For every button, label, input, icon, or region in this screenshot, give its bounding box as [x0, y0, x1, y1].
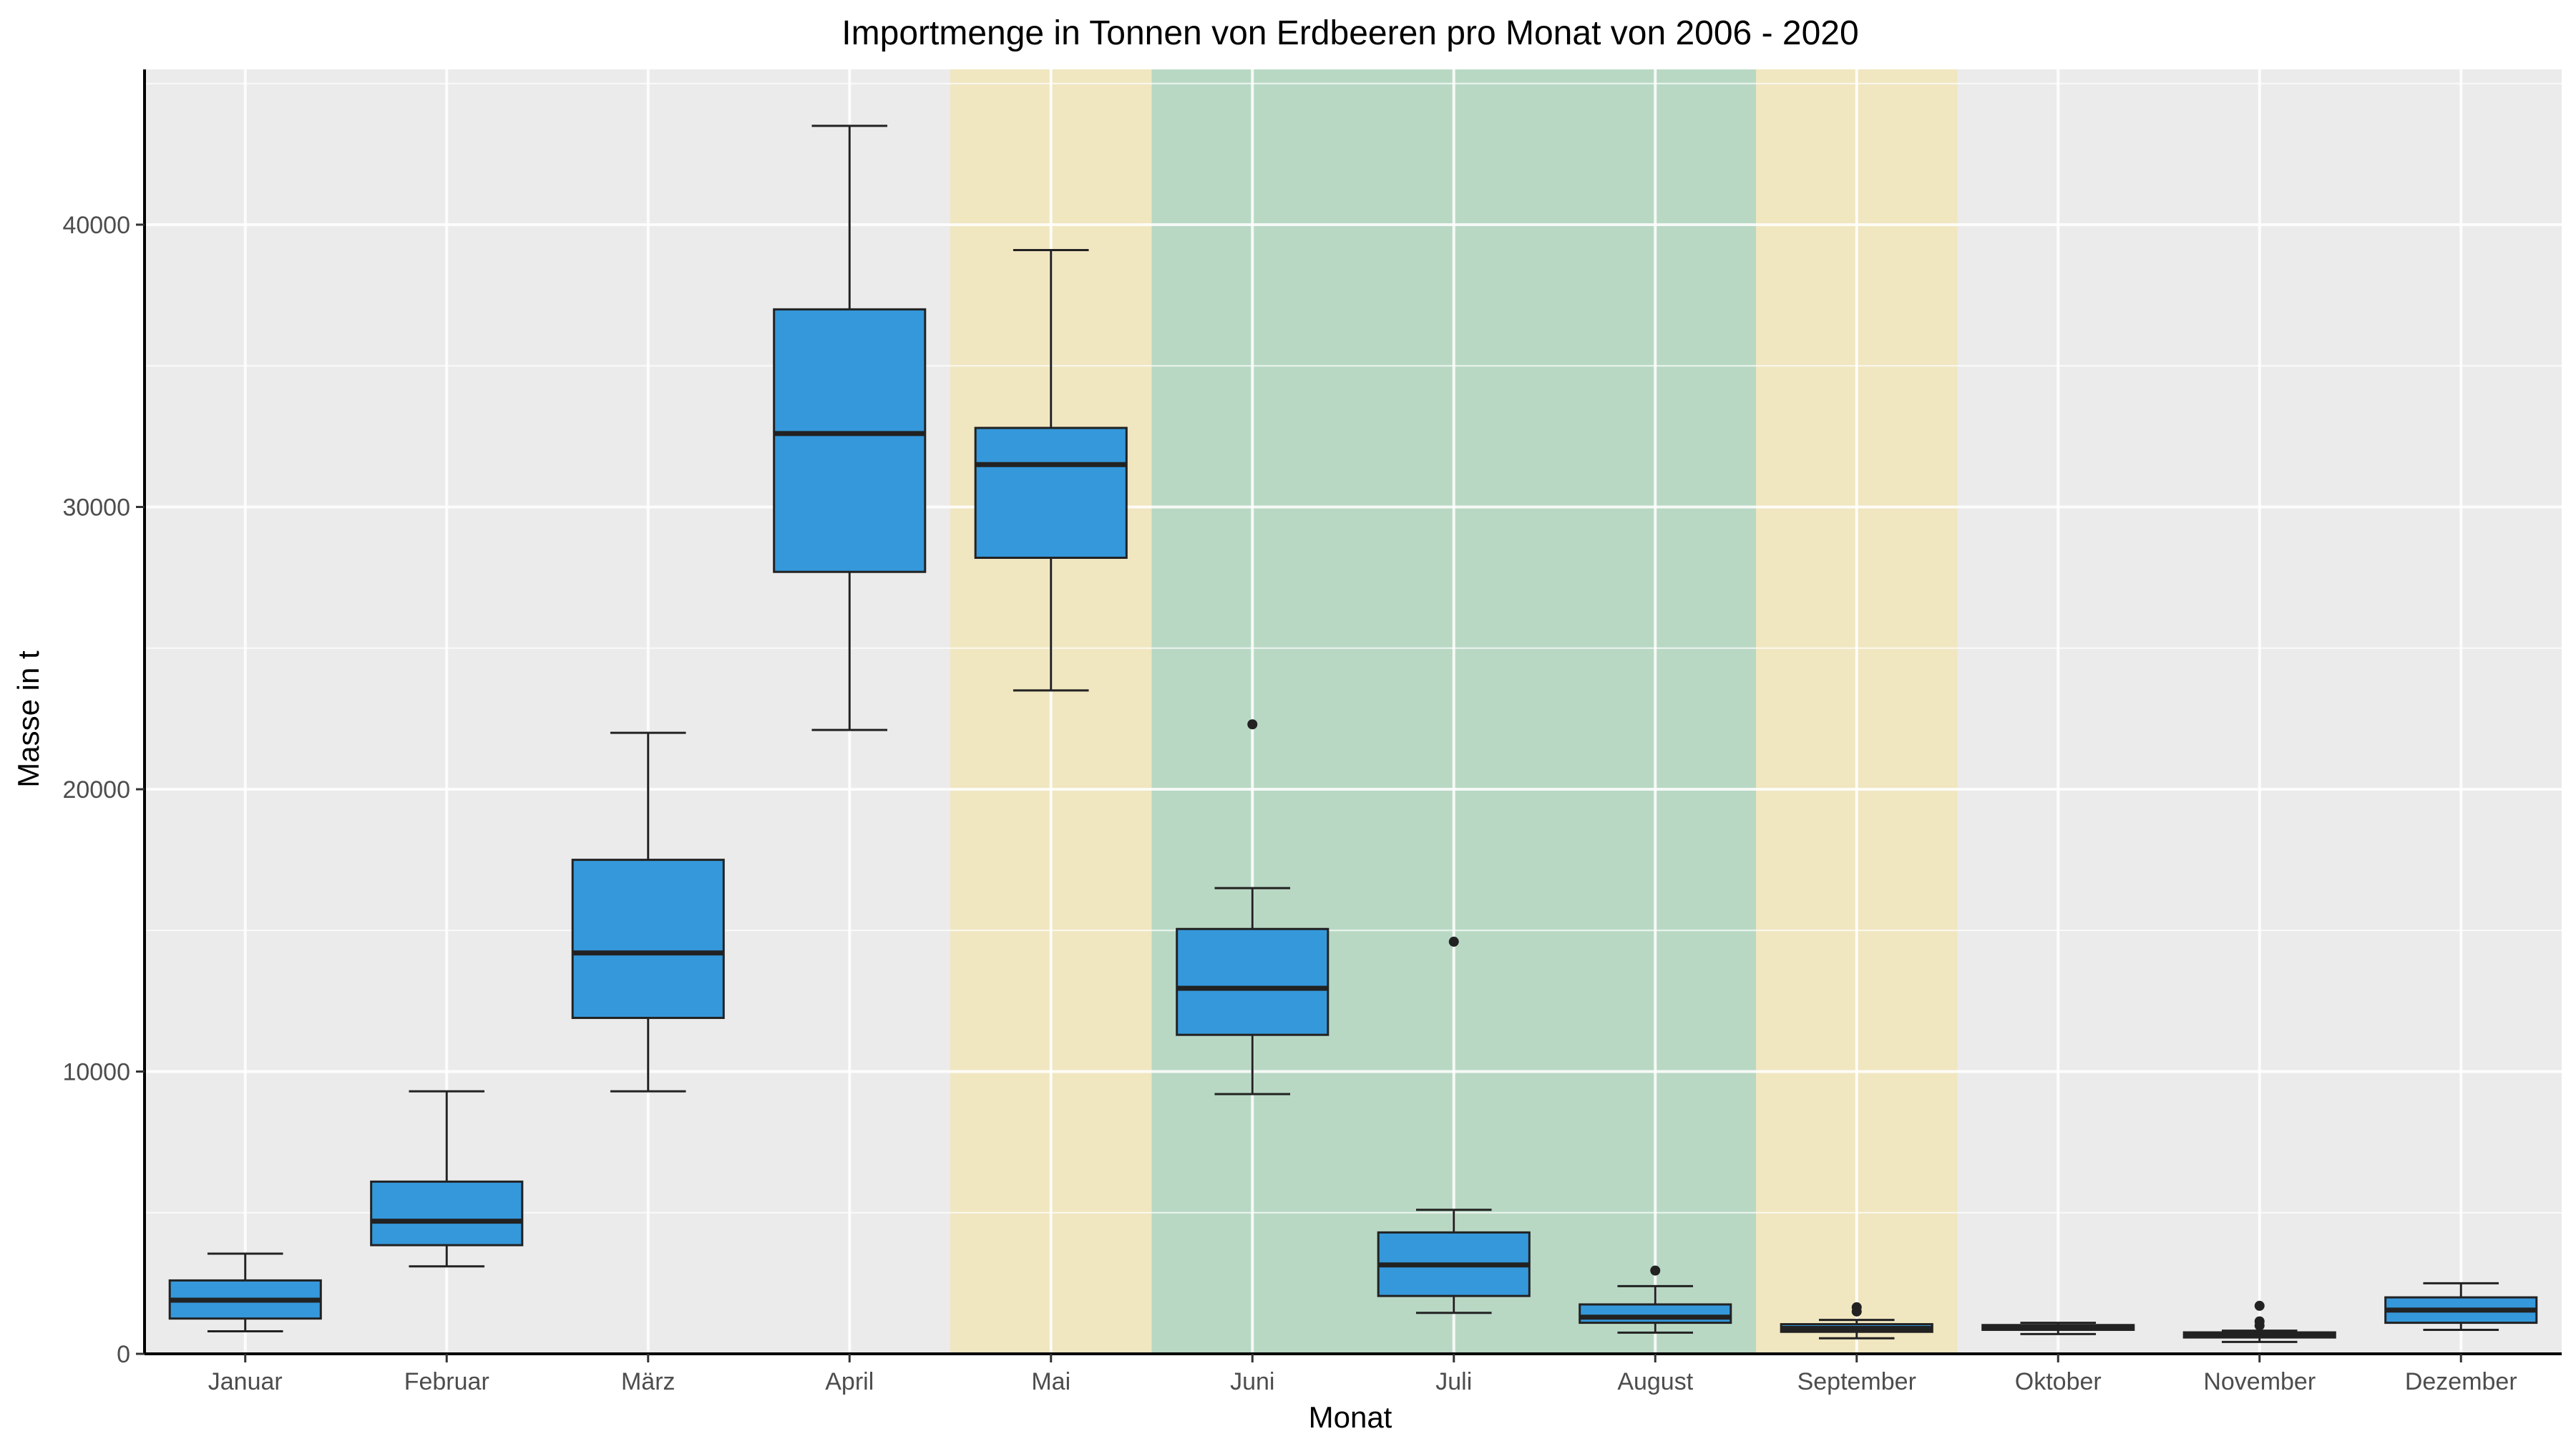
x-tick-label: August [1617, 1368, 1693, 1395]
y-tick-label: 40000 [62, 212, 130, 239]
box-iqr [974, 426, 1128, 559]
y-tick-label: 20000 [62, 776, 130, 804]
box-Juli [1377, 937, 1531, 1314]
x-tick-label: Dezember [2405, 1368, 2517, 1395]
x-tick-label: November [2203, 1368, 2316, 1395]
box-Dezember [2384, 1282, 2538, 1331]
box-November [2182, 1300, 2336, 1343]
x-tick-label: September [1797, 1368, 1916, 1395]
x-tick-label: März [621, 1368, 675, 1395]
boxes [168, 125, 2538, 1343]
box-iqr [571, 859, 725, 1020]
outlier-point [1448, 937, 1459, 947]
outlier-point [1650, 1265, 1661, 1276]
y-tick-label: 10000 [62, 1058, 130, 1085]
x-tick-label: Oktober [2015, 1368, 2102, 1395]
x-tick-label: April [825, 1368, 874, 1395]
box-iqr [370, 1180, 524, 1246]
box-Januar [168, 1252, 322, 1332]
tick-labels: 0 10000 20000 30000 40000 Januar Februar März Ap… [62, 212, 2517, 1395]
box-Februar [370, 1090, 524, 1268]
box-Juni [1176, 719, 1330, 1096]
box-iqr [1176, 927, 1330, 1036]
box-iqr [773, 308, 927, 573]
y-tick-label: 30000 [62, 494, 130, 521]
x-tick-label: Juli [1435, 1368, 1472, 1395]
x-tick-label: Mai [1031, 1368, 1070, 1395]
box-August [1579, 1265, 1732, 1334]
box-Oktober [1981, 1322, 2135, 1335]
x-axis-title: Monat [1309, 1400, 1392, 1434]
box-iqr [1579, 1303, 1732, 1324]
outlier-point [1247, 719, 1258, 730]
box-September [1780, 1302, 1933, 1340]
x-tick-label: Juni [1230, 1368, 1274, 1395]
outlier-point [2254, 1316, 2265, 1327]
chart-title: Importmenge in Tonnen von Erdbeeren pro … [841, 14, 1858, 52]
outlier-point [1851, 1302, 1862, 1312]
outlier-point [2254, 1300, 2265, 1311]
box-März [571, 731, 725, 1093]
box-Mai [974, 248, 1128, 692]
x-tick-label: Januar [208, 1368, 283, 1395]
x-tick-label: Februar [404, 1368, 489, 1395]
y-tick-label: 0 [117, 1341, 130, 1368]
box-April [773, 125, 927, 731]
y-axis-title: Masse in t [11, 650, 45, 788]
axes [136, 69, 2562, 1362]
